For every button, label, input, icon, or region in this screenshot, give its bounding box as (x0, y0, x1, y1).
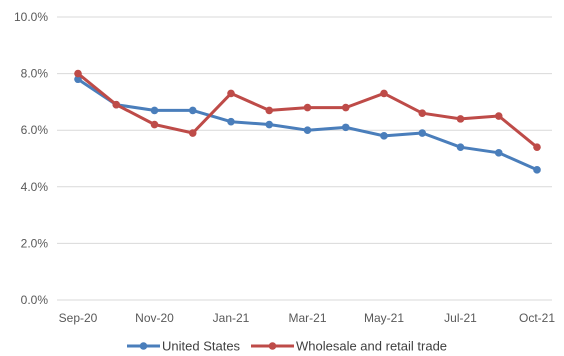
series-group (74, 69, 541, 174)
y-tick-label: 8.0% (21, 67, 49, 81)
data-point (188, 106, 197, 115)
x-tick-label: Oct-21 (519, 311, 555, 325)
x-tick-label: Mar-21 (288, 311, 326, 325)
data-point (150, 120, 159, 129)
legend: United States Wholesale and retail trade (127, 339, 447, 354)
x-tick-label: May-21 (364, 311, 404, 325)
x-tick-label: Jul-21 (444, 311, 477, 325)
legend-swatch-marker (139, 342, 148, 350)
data-point (303, 126, 312, 134)
data-point (265, 120, 274, 129)
data-point (456, 115, 465, 123)
data-point (150, 106, 159, 115)
data-point (303, 103, 312, 112)
legend-item: United States (127, 339, 241, 354)
data-point (227, 89, 235, 98)
legend-label: Wholesale and retail trade (296, 339, 447, 354)
y-axis-ticks: 0.0% 2.0% 4.0% 6.0% 8.0% 10.0% (14, 10, 48, 307)
legend-item: Wholesale and retail trade (251, 339, 447, 354)
data-point (341, 123, 350, 132)
data-point (418, 109, 427, 118)
legend-swatch-marker (268, 342, 277, 350)
data-point (456, 143, 465, 151)
data-point (74, 75, 82, 84)
data-point (418, 129, 427, 137)
data-point (112, 100, 121, 109)
x-tick-label: Nov-20 (135, 311, 174, 325)
data-point (74, 69, 82, 78)
data-point (533, 143, 541, 151)
data-point (494, 149, 503, 157)
series-line (76, 77, 539, 172)
data-point (341, 103, 350, 112)
y-tick-label: 0.0% (21, 293, 49, 307)
data-point (380, 132, 388, 140)
data-point (188, 129, 197, 137)
x-tick-label: Sep-20 (59, 311, 98, 325)
y-tick-label: 2.0% (21, 236, 49, 250)
y-tick-label: 10.0% (14, 10, 48, 24)
series-0 (74, 75, 541, 174)
legend-label: United States (162, 339, 241, 354)
data-point (533, 166, 541, 174)
x-axis-ticks: Sep-20 Nov-20 Jan-21 Mar-21 May-21 Jul-21 Oct-… (59, 311, 556, 325)
data-point (380, 89, 388, 98)
series-1 (74, 69, 541, 151)
y-tick-label: 4.0% (21, 180, 49, 194)
y-tick-label: 6.0% (21, 123, 49, 137)
x-tick-label: Jan-21 (213, 311, 250, 325)
data-point (227, 117, 235, 126)
data-point (494, 112, 503, 120)
data-point (265, 106, 274, 115)
